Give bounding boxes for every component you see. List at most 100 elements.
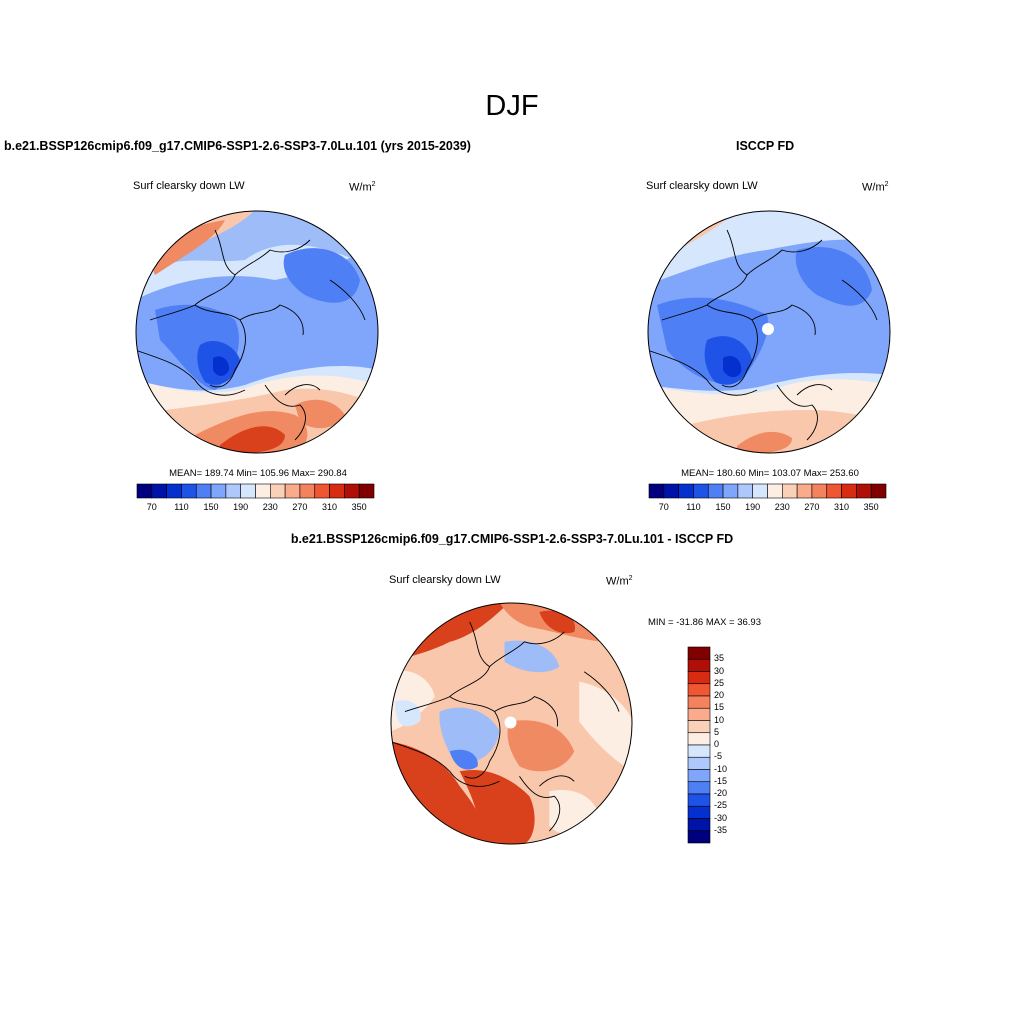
colorbar-swatch bbox=[737, 483, 753, 499]
colorbar-swatch bbox=[284, 483, 301, 499]
colorbar-tick-label: -5 bbox=[714, 751, 723, 762]
colorbar-swatch bbox=[151, 483, 167, 499]
colorbar-swatch bbox=[225, 483, 241, 499]
colorbar-swatch bbox=[166, 483, 182, 499]
colorbar-tick-label: 150 bbox=[715, 502, 731, 512]
colorbar-tick-label: 110 bbox=[686, 502, 701, 512]
map-field-cool bbox=[439, 707, 500, 763]
colorbar-tick-label: 230 bbox=[774, 502, 790, 512]
model-variable-label: Surf clearsky down LW bbox=[133, 180, 245, 192]
model-panel-title: b.e21.BSSP126cmip6.f09_g17.CMIP6-SSP1-2.… bbox=[4, 139, 471, 153]
colorbar-swatch bbox=[299, 483, 316, 499]
map-field-cool-strong bbox=[795, 246, 872, 306]
colorbar-swatch bbox=[826, 483, 842, 499]
page-title: DJF bbox=[485, 90, 539, 122]
colorbar-tick-label: 350 bbox=[351, 502, 367, 512]
colorbar-tick-label: 70 bbox=[658, 502, 669, 512]
map-field-cool-strong bbox=[449, 749, 478, 770]
colorbar-swatch bbox=[707, 483, 724, 499]
diff-colorbar bbox=[687, 646, 711, 844]
map-field-warm bbox=[737, 431, 792, 453]
obs-panel-title: ISCCP FD bbox=[736, 139, 795, 153]
colorbar-swatch bbox=[648, 483, 665, 499]
colorbar-tick-label: 190 bbox=[233, 502, 249, 512]
colorbar-tick-label: 20 bbox=[714, 690, 725, 700]
map-field-warm bbox=[295, 399, 345, 429]
obs-variable-label: Surf clearsky down LW bbox=[646, 180, 758, 192]
colorbar-swatch bbox=[678, 483, 694, 499]
colorbar-tick-label: 10 bbox=[714, 714, 725, 725]
obs-polar-map bbox=[647, 210, 891, 454]
colorbar-swatch bbox=[722, 483, 739, 499]
colorbar-swatch bbox=[270, 483, 286, 499]
obs-stats: MEAN= 180.60 Min= 103.07 Max= 253.60 bbox=[681, 468, 859, 479]
model-stats: MEAN= 189.74 Min= 105.96 Max= 290.84 bbox=[169, 468, 347, 479]
colorbar-swatch bbox=[240, 483, 256, 499]
colorbar-swatch bbox=[181, 483, 197, 499]
colorbar-tick-label: 110 bbox=[174, 502, 189, 512]
colorbar-swatch bbox=[752, 483, 768, 499]
colorbar-tick-label: 15 bbox=[714, 702, 725, 713]
colorbar-tick-label: 270 bbox=[804, 502, 820, 512]
colorbar-swatch bbox=[841, 483, 857, 499]
colorbar-swatch bbox=[796, 483, 813, 499]
colorbar-swatch bbox=[329, 483, 345, 499]
map-field-warm bbox=[507, 720, 575, 772]
diff-units-label: W/m2 bbox=[606, 575, 633, 588]
colorbar-swatch bbox=[767, 483, 783, 499]
obs-coastlines bbox=[648, 229, 878, 441]
colorbar-swatch bbox=[687, 793, 711, 807]
colorbar-swatch bbox=[255, 483, 271, 499]
colorbar-tick-label: 5 bbox=[714, 726, 720, 737]
colorbar-swatch bbox=[687, 756, 711, 770]
model-colorbar bbox=[136, 483, 375, 499]
obs-colorbar bbox=[648, 483, 887, 499]
diff-stats: MIN = -31.86 MAX = 36.93 bbox=[648, 617, 762, 628]
colorbar-tick-label: -25 bbox=[714, 800, 728, 811]
colorbar-tick-label: 70 bbox=[146, 502, 157, 512]
colorbar-tick-label: 30 bbox=[714, 665, 725, 676]
colorbar-tick-label: 150 bbox=[203, 502, 219, 512]
colorbar-swatch bbox=[811, 483, 828, 499]
colorbar-swatch bbox=[210, 483, 227, 499]
diff-variable-label: Surf clearsky down LW bbox=[389, 574, 501, 586]
colorbar-tick-label: -15 bbox=[714, 775, 728, 786]
colorbar-swatch bbox=[687, 805, 711, 819]
colorbar-swatch bbox=[687, 720, 711, 734]
colorbar-tick-label: -30 bbox=[714, 812, 728, 823]
colorbar-swatch bbox=[687, 671, 711, 685]
diff-colorbar-ticks: 35 30 25 20 15 10 5 0 -5 -10 -15 -20 -25 -30 -35 bbox=[714, 647, 754, 843]
colorbar-tick-label: 310 bbox=[322, 502, 338, 512]
map-field-cream bbox=[579, 681, 633, 772]
map-field-cool-strong bbox=[283, 248, 360, 303]
colorbar-tick-label: 35 bbox=[714, 653, 725, 664]
colorbar-tick-label: 270 bbox=[292, 502, 308, 512]
colorbar-swatch bbox=[687, 683, 711, 697]
map-field-cool-darkest bbox=[213, 356, 230, 376]
colorbar-swatch bbox=[687, 769, 711, 783]
colorbar-swatch bbox=[663, 483, 679, 499]
colorbar-swatch bbox=[782, 483, 798, 499]
colorbar-tick-label: -35 bbox=[714, 824, 728, 835]
obs-units-label: W/m2 bbox=[862, 181, 889, 194]
colorbar-swatch bbox=[870, 483, 887, 499]
colorbar-swatch bbox=[687, 646, 711, 660]
model-colorbar-ticks: 70 110 150 190 230 270 310 350 bbox=[137, 502, 374, 514]
colorbar-tick-label: 25 bbox=[714, 677, 725, 688]
colorbar-swatch bbox=[195, 483, 212, 499]
colorbar-swatch bbox=[856, 483, 872, 499]
colorbar-swatch bbox=[687, 781, 711, 795]
diff-coastlines bbox=[390, 621, 620, 832]
colorbar-tick-label: 310 bbox=[834, 502, 850, 512]
colorbar-swatch bbox=[314, 483, 330, 499]
colorbar-swatch bbox=[687, 658, 711, 672]
map-field-cool-darkest bbox=[723, 355, 742, 378]
map-field-warm bbox=[145, 220, 225, 275]
colorbar-swatch bbox=[687, 695, 711, 709]
colorbar-swatch bbox=[687, 744, 711, 758]
colorbar-tick-label: 350 bbox=[863, 502, 879, 512]
obs-colorbar-ticks: 70 110 150 190 230 270 310 350 bbox=[649, 502, 886, 514]
colorbar-tick-label: -10 bbox=[714, 763, 728, 774]
colorbar-swatch bbox=[344, 483, 360, 499]
map-field-cool-light bbox=[394, 700, 421, 727]
